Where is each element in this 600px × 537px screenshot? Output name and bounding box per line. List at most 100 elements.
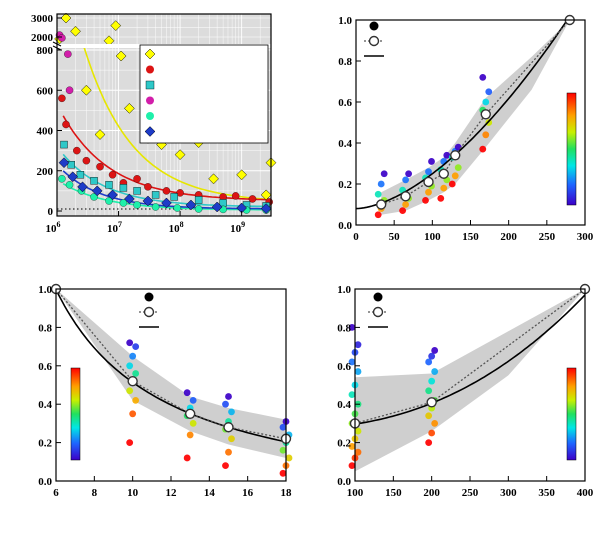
species-average-point	[450, 150, 461, 161]
point-a-s3	[58, 34, 66, 42]
organic-point	[374, 211, 382, 219]
point-a-s2	[133, 187, 141, 195]
organic-point	[399, 207, 407, 215]
point-a-s0	[208, 173, 219, 185]
organic-point	[428, 158, 435, 165]
point-a-s4	[90, 193, 98, 201]
point-a-s2	[90, 177, 98, 185]
species-average-point	[375, 199, 387, 210]
x-tick-label: 200	[500, 231, 517, 243]
colorbar	[566, 367, 577, 461]
organic-point	[440, 184, 448, 192]
panel-a: 106 107 108 109 0 200 400 600 800 3000 2000	[31, 12, 277, 235]
fit-curve-0	[83, 46, 272, 201]
point-a-s5	[107, 189, 118, 201]
power-fit-line	[55, 289, 287, 443]
legend-marker-average	[372, 306, 384, 318]
y-tick-label-a: 600	[37, 85, 54, 97]
uncertainty-band-panel-d	[355, 289, 585, 472]
y-tick-label: 0.2	[338, 179, 352, 191]
x-tick-label: 10	[127, 487, 139, 499]
y-tick-label: 1.0	[38, 284, 52, 296]
point-a-s4	[173, 204, 182, 212]
legend-marker-average	[143, 306, 155, 318]
organic-point	[437, 194, 445, 202]
organic-point	[380, 170, 388, 178]
point-a-s5	[124, 193, 135, 205]
point-a-s1	[96, 162, 104, 171]
organic-point	[428, 429, 436, 437]
point-a-s1	[58, 94, 66, 103]
organic-point	[126, 339, 134, 347]
organic-point	[183, 389, 191, 397]
legend-marker-average	[368, 35, 380, 47]
point-a-s1	[73, 146, 81, 155]
legend-marker-organic	[144, 292, 154, 302]
organic-point	[425, 412, 433, 420]
point-a-s1	[176, 189, 184, 197]
organic-point	[348, 358, 356, 366]
organic-point	[454, 164, 462, 172]
y-tick-label: 0.4	[337, 399, 351, 411]
y-tick-label: 0.0	[337, 476, 351, 488]
y-tick-label: 0.8	[338, 56, 352, 68]
organic-point	[425, 387, 433, 395]
organic-point	[348, 391, 356, 398]
y-tick-label-a: 3000	[31, 13, 54, 25]
legend-marker-a	[145, 80, 155, 90]
uncertainty-band-panel-b	[381, 20, 570, 215]
organic-point	[228, 408, 235, 416]
organic-point	[425, 188, 432, 196]
point-a-s3	[64, 50, 72, 58]
point-a-s4	[105, 197, 113, 205]
point-a-s4	[194, 205, 203, 213]
y-tick-label-a: 2000	[31, 32, 54, 44]
point-a-s5	[77, 181, 88, 193]
colorbar	[70, 367, 81, 461]
point-a-s3	[65, 86, 74, 95]
point-a-s2	[60, 140, 68, 149]
legend-marker-organic	[369, 21, 379, 31]
organic-point	[189, 420, 197, 427]
legend-marker-organic	[373, 292, 383, 302]
organic-point	[425, 168, 432, 176]
y-tick-label-a: 200	[37, 166, 54, 178]
organic-point	[443, 151, 451, 159]
organic-point	[189, 396, 197, 404]
legend-marker-a	[144, 48, 156, 60]
species-average-point	[438, 168, 449, 179]
y-tick-label-a: 400	[37, 126, 54, 138]
organic-point	[225, 393, 232, 400]
point-a-s0	[60, 12, 72, 24]
point-a-s0	[174, 149, 186, 161]
organic-point	[428, 377, 436, 385]
organic-point	[225, 448, 232, 456]
organic-point	[454, 143, 462, 151]
panel-b: 0 50 100 150 200 250 300 0.0 0.2 0.4 0.6 0.8 1.0	[338, 14, 594, 243]
organic-point	[183, 454, 191, 462]
organic-point	[126, 362, 134, 370]
species-average-point	[184, 408, 196, 419]
plot-frame-a	[56, 13, 272, 217]
point-a-s5	[211, 201, 223, 213]
x-tick-label: 400	[577, 487, 594, 499]
organic-point	[279, 446, 287, 454]
organic-point	[354, 341, 362, 349]
point-a-s2	[67, 161, 75, 169]
x-tick-label: 6	[53, 487, 59, 499]
organic-point	[129, 410, 137, 418]
point-a-s1	[144, 183, 152, 191]
point-a-s2	[170, 193, 178, 201]
x-tick-label: 350	[538, 487, 555, 499]
x-tick-label: 150	[462, 231, 479, 243]
organic-point	[422, 197, 429, 204]
uncertainty-band-panel-c	[56, 289, 286, 458]
power-fit-line	[355, 15, 571, 210]
point-a-s2	[151, 191, 160, 199]
point-a-s5	[161, 197, 172, 209]
point-a-s5	[67, 171, 79, 183]
panel-c: 6 8 10 12 14 16 18 0.0 0.2 0.4 0.6 0.8 1.0	[38, 283, 293, 499]
x-tick-label: 150	[385, 487, 402, 499]
organic-point	[285, 454, 293, 462]
